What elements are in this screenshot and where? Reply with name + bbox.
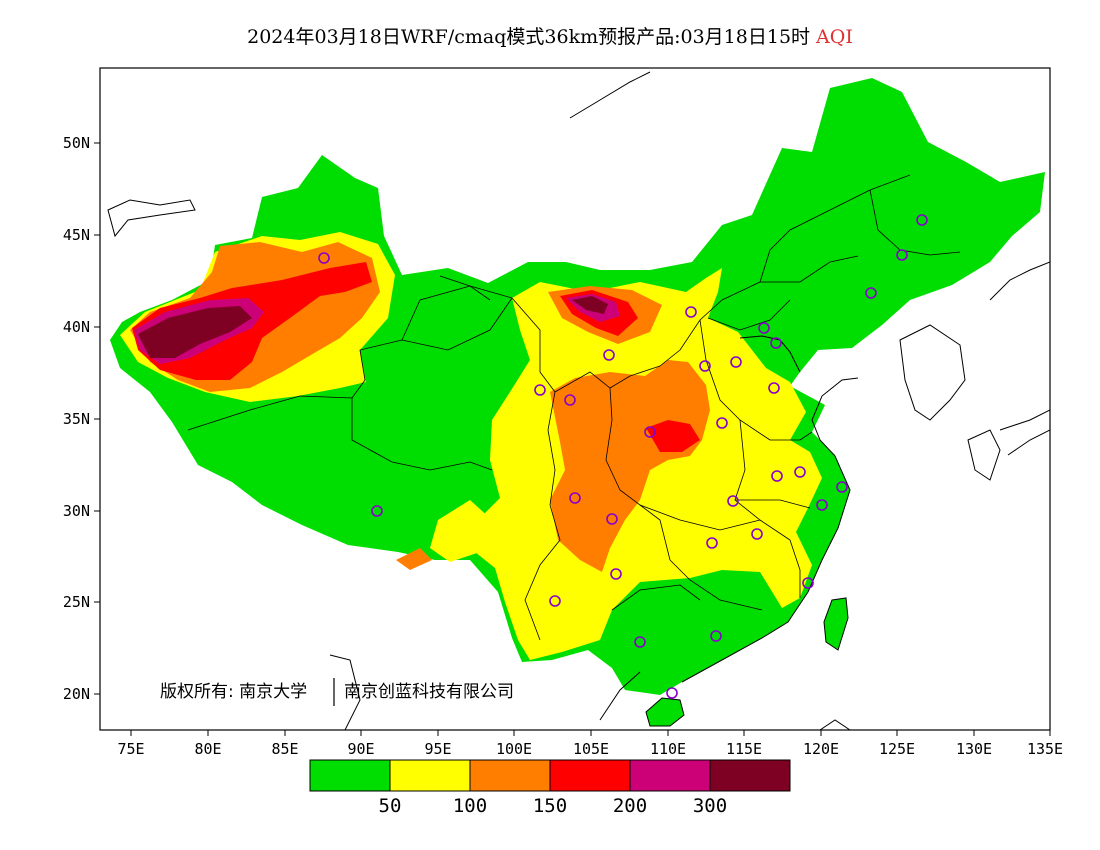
station-marker — [794, 466, 806, 478]
legend-swatch — [389, 759, 471, 792]
station-marker — [802, 577, 814, 589]
pollutant-label: AQI — [816, 26, 853, 48]
copyright-notice: 版权所有: 南京大学 南京创蓝科技有限公司 — [160, 678, 514, 706]
station-marker — [758, 322, 770, 334]
red-zone-central — [646, 420, 700, 452]
lat-tick-label: 35N — [63, 410, 90, 428]
station-marker — [549, 595, 561, 607]
lon-tick-label: 125E — [879, 740, 915, 758]
lon-tick-label: 85E — [271, 740, 298, 758]
legend-swatch — [549, 759, 631, 792]
lon-tick-label: 115E — [726, 740, 762, 758]
lat-tick-label: 40N — [63, 318, 90, 336]
map-title: 2024年03月18日WRF/cmaq模式36km预报产品:03月18日15时 A… — [0, 22, 1100, 49]
station-marker — [699, 360, 711, 372]
station-marker — [534, 384, 546, 396]
station-marker — [634, 636, 646, 648]
station-marker — [896, 249, 908, 261]
station-marker — [730, 356, 742, 368]
lon-tick-label: 75E — [117, 740, 144, 758]
map-title-text: 2024年03月18日WRF/cmaq模式36km预报产品:03月18日15时 — [247, 26, 811, 48]
maroon-zone-inner-mongolia — [572, 296, 608, 314]
station-marker — [770, 337, 782, 349]
lon-tick-label: 95E — [424, 740, 451, 758]
lon-tick-label: 90E — [347, 740, 374, 758]
legend-label: 300 — [693, 795, 727, 817]
station-marker — [666, 687, 678, 699]
lat-tick-label: 30N — [63, 502, 90, 520]
copyright-left: 版权所有: 南京大学 — [160, 682, 307, 702]
legend-label: 200 — [613, 795, 647, 817]
station-marker — [771, 470, 783, 482]
map-area — [107, 71, 1050, 730]
longitude-axis: 75E 80E 85E 90E 95E 100E 105E 110E 115E … — [117, 730, 1063, 758]
station-marker — [816, 499, 828, 511]
coastlines — [107, 71, 1050, 730]
lat-tick-label: 50N — [63, 134, 90, 152]
station-marker — [865, 287, 877, 299]
station-marker — [569, 492, 581, 504]
lon-tick-label: 80E — [194, 740, 221, 758]
legend-label: 150 — [533, 795, 567, 817]
station-marker — [685, 306, 697, 318]
lat-tick-label: 45N — [63, 226, 90, 244]
aqi-color-legend: 50 100 150 200 300 — [309, 759, 791, 817]
yellow-zone-south-west — [430, 500, 492, 562]
hainan-island-green — [646, 698, 684, 726]
legend-swatch — [309, 759, 391, 792]
map-frame-border — [99, 67, 1051, 731]
lon-tick-label: 100E — [496, 740, 532, 758]
station-marker — [768, 382, 780, 394]
orange-zone-central — [550, 360, 710, 572]
station-marker — [606, 513, 618, 525]
station-marker — [836, 481, 848, 493]
station-marker — [706, 537, 718, 549]
monitoring-stations — [318, 214, 928, 699]
copyright-right: 南京创蓝科技有限公司 — [344, 682, 514, 702]
province-boundaries — [187, 174, 961, 641]
station-marker — [603, 349, 615, 361]
lon-tick-label: 105E — [573, 740, 609, 758]
station-marker — [564, 394, 576, 406]
station-marker — [727, 495, 739, 507]
orange-zone-small-south — [396, 548, 432, 570]
station-marker — [916, 214, 928, 226]
station-marker — [710, 630, 722, 642]
station-marker — [716, 417, 728, 429]
station-marker — [318, 252, 330, 264]
legend-label: 50 — [379, 795, 402, 817]
lat-tick-label: 20N — [63, 685, 90, 703]
station-marker — [644, 426, 656, 438]
station-marker — [751, 528, 763, 540]
legend-label: 100 — [453, 795, 487, 817]
lon-tick-label: 110E — [650, 740, 686, 758]
legend-swatch — [469, 759, 551, 792]
lat-tick-label: 25N — [63, 593, 90, 611]
lon-tick-label: 135E — [1027, 740, 1063, 758]
station-marker — [371, 505, 383, 517]
legend-swatch — [629, 759, 711, 792]
lon-tick-label: 130E — [956, 740, 992, 758]
lon-tick-label: 120E — [803, 740, 839, 758]
latitude-axis: 20N 25N 30N 35N 40N 45N 50N — [63, 134, 100, 703]
station-marker — [610, 568, 622, 580]
maroon-zone-xinjiang — [138, 306, 252, 358]
legend-swatch — [709, 759, 791, 792]
